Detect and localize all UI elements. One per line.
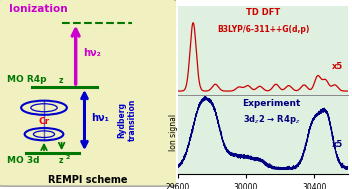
Text: REMPI scheme: REMPI scheme [48, 175, 128, 185]
Text: z: z [59, 156, 63, 166]
Text: 3d$_z$2 → R4p$_z$: 3d$_z$2 → R4p$_z$ [243, 113, 300, 126]
Text: x5: x5 [332, 140, 343, 149]
Text: z: z [59, 76, 63, 85]
Text: MO 3d: MO 3d [7, 156, 39, 165]
Text: MO R4p: MO R4p [7, 75, 46, 84]
Text: 2: 2 [65, 155, 69, 160]
Text: hν₂: hν₂ [83, 48, 101, 58]
Text: Cr: Cr [38, 117, 50, 126]
Text: x5: x5 [332, 62, 343, 70]
Text: hν₁: hν₁ [92, 113, 109, 123]
Text: Ionization: Ionization [9, 5, 68, 14]
Text: Rydberg
transition: Rydberg transition [117, 99, 137, 141]
FancyBboxPatch shape [0, 0, 179, 186]
Text: Ion signal: Ion signal [169, 114, 178, 151]
Text: Experiment: Experiment [243, 99, 301, 108]
Text: TD DFT: TD DFT [246, 8, 280, 17]
Text: B3LYP/6-311++G(d,p): B3LYP/6-311++G(d,p) [217, 25, 309, 34]
